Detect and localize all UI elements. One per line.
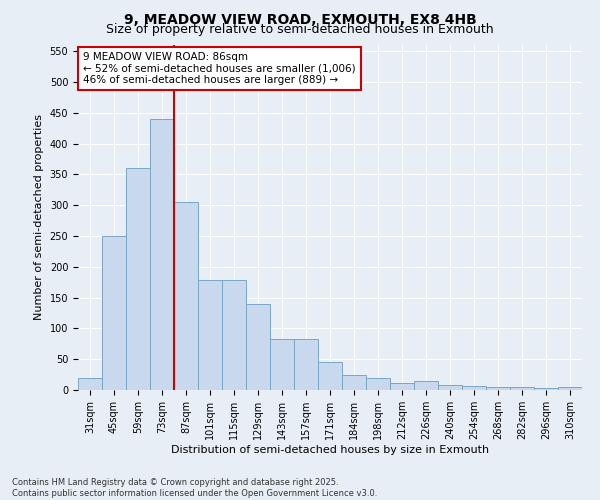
Bar xyxy=(462,386,486,390)
Y-axis label: Number of semi-detached properties: Number of semi-detached properties xyxy=(34,114,44,320)
Bar xyxy=(150,119,174,390)
Bar xyxy=(510,387,534,390)
Bar xyxy=(222,280,246,390)
Bar xyxy=(366,378,390,390)
Bar xyxy=(414,381,438,390)
Bar xyxy=(318,362,342,390)
Bar xyxy=(270,340,294,390)
Bar xyxy=(198,280,222,390)
Bar xyxy=(438,385,462,390)
Text: Size of property relative to semi-detached houses in Exmouth: Size of property relative to semi-detach… xyxy=(106,22,494,36)
Bar xyxy=(534,388,558,390)
Bar xyxy=(486,387,510,390)
Bar xyxy=(126,168,150,390)
Text: 9 MEADOW VIEW ROAD: 86sqm
← 52% of semi-detached houses are smaller (1,006)
46% : 9 MEADOW VIEW ROAD: 86sqm ← 52% of semi-… xyxy=(83,52,356,85)
X-axis label: Distribution of semi-detached houses by size in Exmouth: Distribution of semi-detached houses by … xyxy=(171,444,489,454)
Bar xyxy=(390,382,414,390)
Bar xyxy=(294,340,318,390)
Text: 9, MEADOW VIEW ROAD, EXMOUTH, EX8 4HB: 9, MEADOW VIEW ROAD, EXMOUTH, EX8 4HB xyxy=(124,12,476,26)
Bar xyxy=(78,378,102,390)
Bar xyxy=(174,202,198,390)
Bar xyxy=(558,387,582,390)
Text: Contains HM Land Registry data © Crown copyright and database right 2025.
Contai: Contains HM Land Registry data © Crown c… xyxy=(12,478,377,498)
Bar xyxy=(342,374,366,390)
Bar xyxy=(102,236,126,390)
Bar xyxy=(246,304,270,390)
